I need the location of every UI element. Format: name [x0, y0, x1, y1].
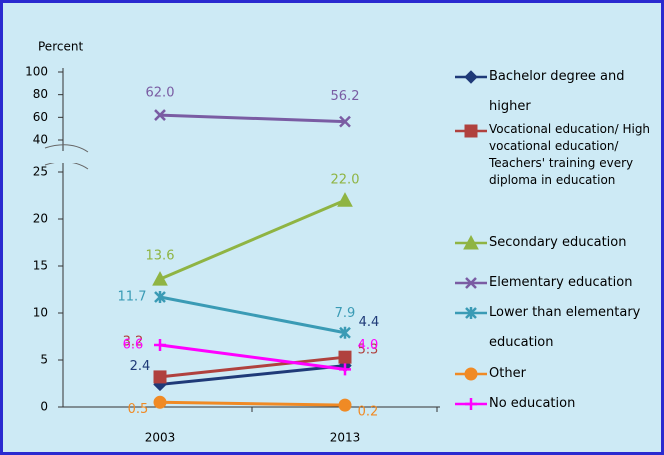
legend-label: Secondary education	[489, 235, 627, 250]
data-point	[339, 363, 351, 376]
data-label: 13.6	[146, 249, 175, 264]
data-point	[154, 291, 166, 304]
data-point	[339, 326, 351, 339]
series-line	[159, 113, 346, 124]
y-tick-label: 25	[33, 165, 48, 179]
data-point	[154, 109, 166, 121]
data-point	[338, 398, 352, 412]
data-label: 4.0	[358, 338, 379, 353]
legend-label: Bachelor degree and higher	[489, 69, 625, 114]
data-label: 6.6	[123, 337, 144, 352]
data-label: 11.7	[118, 290, 147, 305]
series-line	[159, 295, 346, 335]
data-point	[154, 338, 166, 351]
y-tick-label: 20	[33, 212, 48, 226]
legend-label: Lower than elementary education	[489, 305, 641, 350]
legend-marker	[464, 367, 478, 381]
data-label: 22.0	[331, 173, 360, 188]
y-tick-label: 60	[33, 110, 48, 124]
legend-marker	[465, 307, 477, 319]
legend-label: Vocational education/ High vocational ed…	[489, 122, 651, 187]
data-label: 62.0	[146, 86, 175, 101]
y-tick-label: 80	[33, 87, 48, 101]
data-label: 56.2	[331, 89, 360, 104]
legend-marker	[463, 234, 479, 250]
y-axis-label: Percent	[38, 40, 83, 54]
y-tick-label: 0	[40, 400, 48, 414]
y-tick-label: 10	[33, 306, 48, 320]
data-point	[153, 395, 167, 409]
legend-marker	[465, 277, 477, 289]
series-line	[159, 198, 346, 281]
data-label: 7.9	[335, 306, 356, 321]
data-point	[152, 271, 168, 286]
legend-marker	[464, 124, 478, 138]
data-point	[339, 115, 351, 128]
y-tick-label: 40	[33, 133, 48, 147]
data-point	[153, 370, 167, 384]
series-line	[159, 364, 346, 386]
y-tick-label: 15	[33, 259, 48, 273]
series-line	[159, 355, 346, 379]
x-tick-label: 2003	[145, 431, 176, 445]
data-label: 5.3	[358, 343, 379, 358]
axis-break-gap	[50, 151, 80, 163]
data-point	[338, 350, 352, 364]
legend-marker	[465, 398, 477, 410]
data-label: 0.2	[358, 405, 379, 420]
legend-label: Elementary education	[489, 275, 633, 290]
data-label: 0.5	[128, 402, 149, 417]
y-tick-label: 100	[25, 65, 48, 79]
data-label: 4.4	[359, 315, 380, 330]
data-label: 3.2	[123, 334, 144, 349]
data-point	[337, 192, 353, 207]
data-label: 2.4	[130, 359, 151, 374]
series-line	[159, 343, 346, 371]
series-line	[159, 400, 346, 407]
legend-marker	[464, 70, 478, 84]
legend-label: No education	[489, 396, 576, 411]
legend-label: Other	[489, 366, 526, 381]
y-tick-label: 5	[40, 353, 48, 367]
x-tick-label: 2013	[330, 431, 361, 445]
